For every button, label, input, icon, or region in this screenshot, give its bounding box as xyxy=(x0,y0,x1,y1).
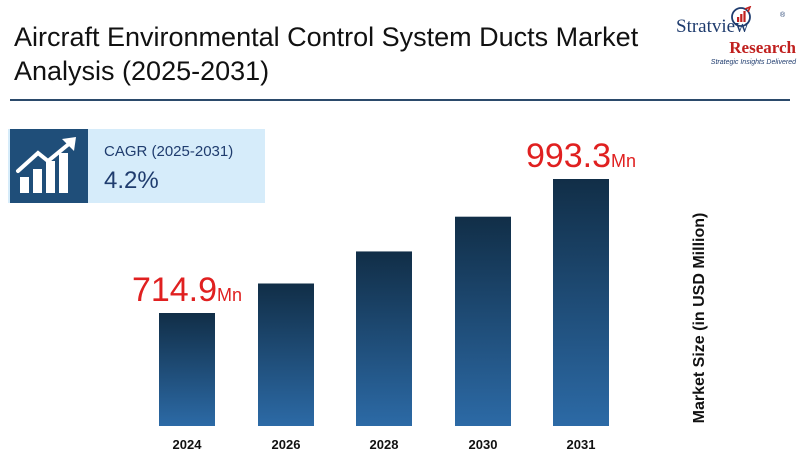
cagr-value: 4.2% xyxy=(104,167,159,194)
x-tick-label-2031: 2031 xyxy=(567,437,596,452)
cagr-box: CAGR (2025-2031) 4.2% xyxy=(8,129,265,203)
data-label-2024: 714.9Mn xyxy=(132,271,242,309)
stratview-logo: Stratview ® Research Strategic Insights … xyxy=(676,2,800,74)
bar-2024 xyxy=(159,313,215,426)
x-tick-label-2026: 2026 xyxy=(272,437,301,452)
x-tick-label-2024: 2024 xyxy=(173,437,203,452)
bar-2031 xyxy=(553,179,609,426)
globe-icon xyxy=(731,6,752,27)
logo-tagline: Strategic Insights Delivered xyxy=(710,59,796,66)
bar-2030 xyxy=(455,216,511,426)
bar-2028 xyxy=(356,251,412,426)
logo-brand-name: Stratview xyxy=(676,16,749,37)
page-title: Aircraft Environmental Control System Du… xyxy=(14,22,639,86)
y-axis-label-text: Market Size (in USD Million) xyxy=(691,212,708,424)
x-tick-label-2028: 2028 xyxy=(370,437,399,452)
y-axis-label: Market Size (in USD Million) xyxy=(679,203,721,433)
x-tick-label-2030: 2030 xyxy=(469,437,498,452)
header-divider xyxy=(10,99,790,101)
cagr-label: CAGR (2025-2031) xyxy=(104,143,234,160)
growth-chart-icon xyxy=(10,129,88,203)
data-label-2031: 993.3Mn xyxy=(526,137,636,175)
logo-research: Research xyxy=(729,38,796,57)
bar-2026 xyxy=(258,283,314,426)
registered-mark: ® xyxy=(780,12,786,19)
